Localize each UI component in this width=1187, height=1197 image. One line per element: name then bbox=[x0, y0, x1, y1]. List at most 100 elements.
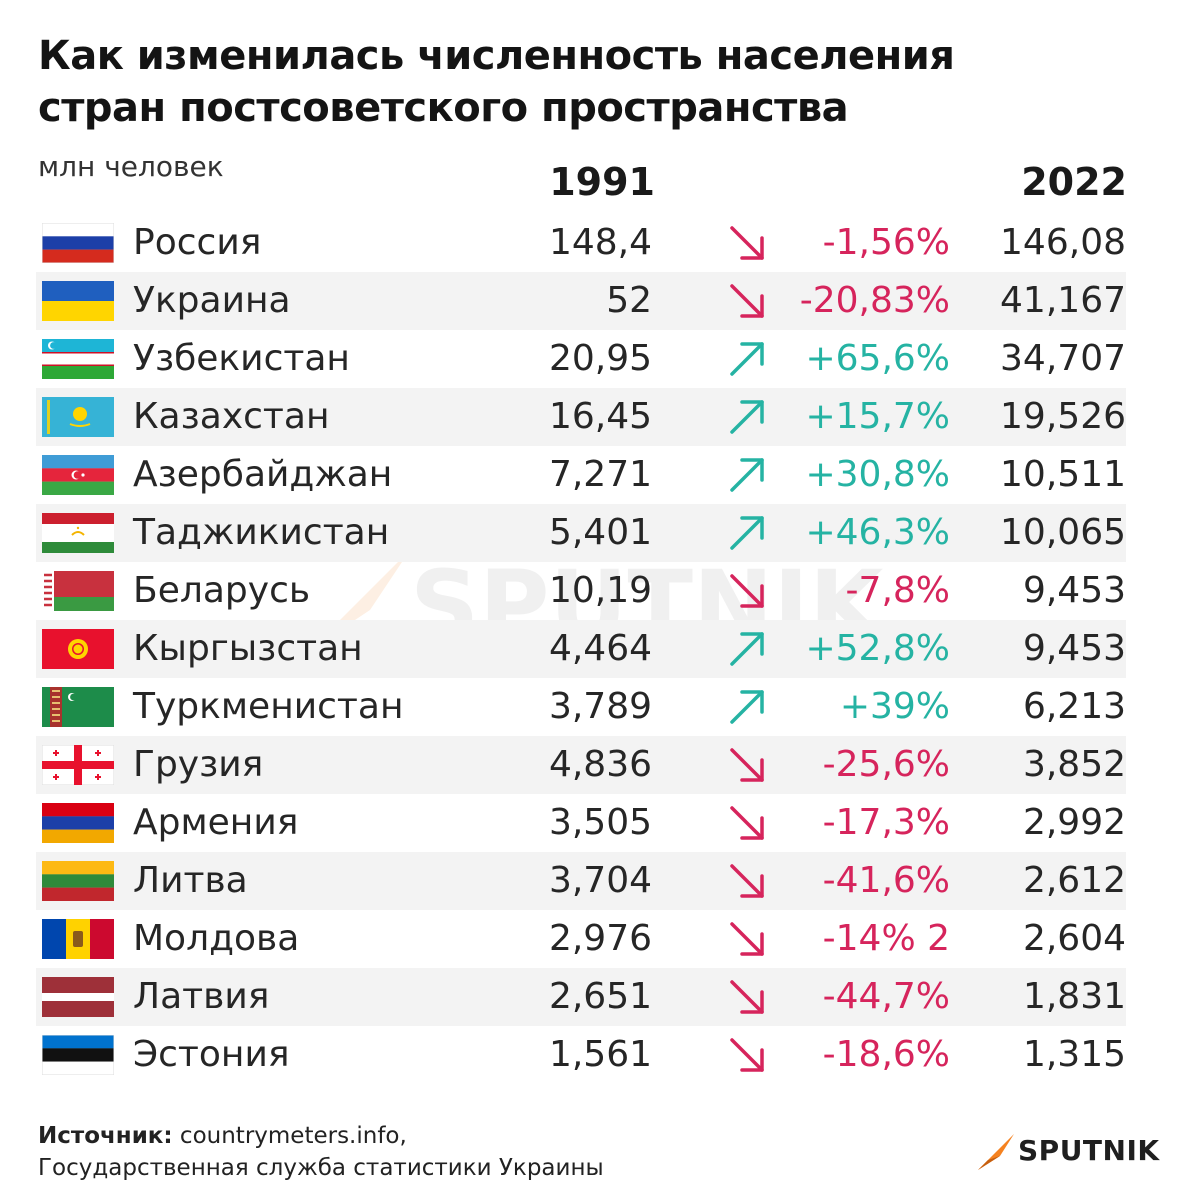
arrow-up-right-icon bbox=[730, 342, 764, 376]
value-2022: 1,831 bbox=[1022, 976, 1126, 1017]
change-percent: -44,7% bbox=[822, 976, 950, 1017]
azerbaijan-flag-icon bbox=[42, 455, 114, 495]
country-name: Узбекистан bbox=[133, 338, 350, 379]
arrow-down-right-icon bbox=[730, 864, 764, 898]
arrow-down-right-icon bbox=[730, 922, 764, 956]
turkmenistan-flag-icon bbox=[42, 687, 114, 727]
change-percent: +15,7% bbox=[805, 396, 950, 437]
value-1991: 20,95 bbox=[548, 338, 652, 379]
value-1991: 2,651 bbox=[548, 976, 652, 1017]
belarus-flag-icon bbox=[42, 571, 114, 611]
column-header-2022: 2022 bbox=[1021, 160, 1127, 204]
change-percent: -17,3% bbox=[822, 802, 950, 843]
title-line-2: стран постсоветского пространства bbox=[38, 85, 849, 131]
value-2022: 3,852 bbox=[1022, 744, 1126, 785]
change-percent: +30,8% bbox=[805, 454, 950, 495]
kyrgyzstan-flag-icon bbox=[42, 629, 114, 669]
country-name: Украина bbox=[133, 280, 291, 321]
country-name: Молдова bbox=[133, 918, 300, 959]
latvia-flag-icon bbox=[42, 977, 114, 1017]
title-line-1: Как изменилась численность населения bbox=[38, 33, 955, 79]
value-1991: 3,505 bbox=[548, 802, 652, 843]
country-name: Беларусь bbox=[133, 570, 311, 611]
table-row: Украина 52 -20,83% 41,167 bbox=[36, 272, 1126, 330]
arrow-down-right-icon bbox=[730, 806, 764, 840]
logo-text: SPUTNIK bbox=[1018, 1134, 1160, 1167]
value-2022: 10,511 bbox=[1000, 454, 1126, 495]
value-2022: 2,612 bbox=[1022, 860, 1126, 901]
arrow-up-right-icon bbox=[730, 516, 764, 550]
country-name: Россия bbox=[133, 222, 262, 263]
arrow-up-right-icon bbox=[730, 400, 764, 434]
unit-label: млн человек bbox=[38, 150, 224, 183]
kazakhstan-flag-icon bbox=[42, 397, 114, 437]
value-1991: 52 bbox=[606, 280, 652, 321]
table-row: Беларусь 10,19 -7,8% 9,453 bbox=[36, 562, 1126, 620]
change-percent: +65,6% bbox=[805, 338, 950, 379]
source-line-2: Государственная служба статистики Украин… bbox=[38, 1155, 604, 1181]
source-note: Источник: countrymeters.info, Государств… bbox=[38, 1120, 604, 1184]
country-name: Эстония bbox=[133, 1034, 290, 1075]
arrow-up-right-icon bbox=[730, 690, 764, 724]
value-1991: 16,45 bbox=[548, 396, 652, 437]
change-percent: -25,6% bbox=[822, 744, 950, 785]
value-2022: 6,213 bbox=[1022, 686, 1126, 727]
value-2022: 41,167 bbox=[1000, 280, 1126, 321]
table-row: Узбекистан 20,95 +65,6% 34,707 bbox=[36, 330, 1126, 388]
arrow-down-right-icon bbox=[730, 574, 764, 608]
tajikistan-flag-icon bbox=[42, 513, 114, 553]
change-percent: -18,6% bbox=[822, 1034, 950, 1075]
change-percent: -7,8% bbox=[845, 570, 950, 611]
change-percent: +46,3% bbox=[805, 512, 950, 553]
country-name: Литва bbox=[133, 860, 248, 901]
country-name: Латвия bbox=[133, 976, 270, 1017]
value-1991: 1,561 bbox=[548, 1034, 652, 1075]
country-name: Армения bbox=[133, 802, 299, 843]
table-row: Эстония 1,561 -18,6% 1,315 bbox=[36, 1026, 1126, 1084]
value-1991: 3,789 bbox=[548, 686, 652, 727]
table-row: Армения 3,505 -17,3% 2,992 bbox=[36, 794, 1126, 852]
table-row: Литва 3,704 -41,6% 2,612 bbox=[36, 852, 1126, 910]
table-row: Азербайджан 7,271 +30,8% 10,511 bbox=[36, 446, 1126, 504]
value-1991: 5,401 bbox=[548, 512, 652, 553]
arrow-up-right-icon bbox=[730, 458, 764, 492]
table-row: Туркменистан 3,789 +39% 6,213 bbox=[36, 678, 1126, 736]
value-1991: 7,271 bbox=[548, 454, 652, 495]
arrow-down-right-icon bbox=[730, 748, 764, 782]
country-name: Азербайджан bbox=[133, 454, 393, 495]
table-row: Таджикистан 5,401 +46,3% 10,065 bbox=[36, 504, 1126, 562]
estonia-flag-icon bbox=[42, 1035, 114, 1075]
value-2022: 34,707 bbox=[1000, 338, 1126, 379]
arrow-up-right-icon bbox=[730, 632, 764, 666]
country-name: Казахстан bbox=[133, 396, 330, 437]
arrow-down-right-icon bbox=[730, 226, 764, 260]
value-1991: 2,976 bbox=[548, 918, 652, 959]
table-row: Россия 148,4 -1,56% 146,08 bbox=[36, 214, 1126, 272]
value-1991: 10,19 bbox=[548, 570, 652, 611]
value-1991: 4,836 bbox=[548, 744, 652, 785]
country-name: Кыргызстан bbox=[133, 628, 363, 669]
change-percent: +52,8% bbox=[805, 628, 950, 669]
table-row: Молдова 2,976 -14% 2 2,604 bbox=[36, 910, 1126, 968]
country-name: Грузия bbox=[133, 744, 264, 785]
value-2022: 2,992 bbox=[1022, 802, 1126, 843]
value-2022: 1,315 bbox=[1022, 1034, 1126, 1075]
value-1991: 3,704 bbox=[548, 860, 652, 901]
arrow-down-right-icon bbox=[730, 1038, 764, 1072]
lithuania-flag-icon bbox=[42, 861, 114, 901]
change-percent: -1,56% bbox=[822, 222, 950, 263]
source-label: Источник: bbox=[38, 1123, 173, 1149]
moldova-flag-icon bbox=[42, 919, 114, 959]
table-row: Кыргызстан 4,464 +52,8% 9,453 bbox=[36, 620, 1126, 678]
change-percent: -41,6% bbox=[822, 860, 950, 901]
uzbekistan-flag-icon bbox=[42, 339, 114, 379]
value-2022: 2,604 bbox=[1022, 918, 1126, 959]
value-2022: 19,526 bbox=[1000, 396, 1126, 437]
population-table: Россия 148,4 -1,56% 146,08 Украина 52 -20,83% 4… bbox=[36, 214, 1126, 1084]
value-2022: 10,065 bbox=[1000, 512, 1126, 553]
arrow-down-right-icon bbox=[730, 980, 764, 1014]
value-2022: 9,453 bbox=[1022, 628, 1126, 669]
country-name: Туркменистан bbox=[133, 686, 404, 727]
value-1991: 4,464 bbox=[548, 628, 652, 669]
table-row: Грузия 4,836 -25,6% 3,852 bbox=[36, 736, 1126, 794]
